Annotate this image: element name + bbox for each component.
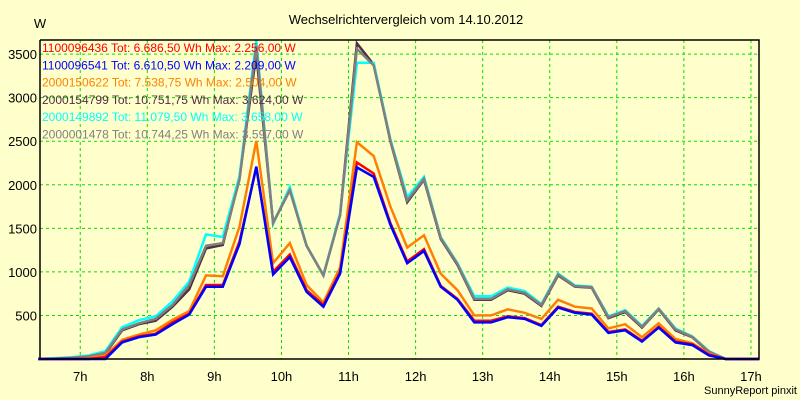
series-line-1100096541: [38, 165, 760, 361]
y-tick-label: 1500: [8, 221, 37, 236]
y-axis-label: W: [34, 16, 47, 31]
x-tick-label: 12h: [405, 369, 427, 384]
legend-entry-2000154799: 2000154799 Tot: 10.751,75 Wh Max: 3.624,…: [42, 93, 304, 107]
legend-entry-1100096541: 1100096541 Tot: 6.610,50 Wh Max: 2.209,0…: [42, 58, 296, 72]
series-line-2000154799: [38, 40, 760, 361]
x-tick-label: 11h: [338, 369, 359, 384]
series-lines: [38, 40, 760, 361]
y-tick-label: 500: [15, 308, 37, 323]
y-tick-label: 2000: [8, 178, 37, 193]
series-line-2000001478: [38, 45, 760, 361]
x-tick-label: 16h: [673, 369, 695, 384]
chart-title: Wechselrichtervergleich vom 14.10.2012: [289, 12, 524, 27]
legend: 1100096436 Tot: 6.686,50 Wh Max: 2.256,0…: [42, 41, 304, 142]
y-tick-label: 2500: [8, 134, 37, 149]
x-tick-label: 10h: [271, 369, 293, 384]
grid: [40, 40, 759, 359]
y-tick-label: 3500: [8, 47, 37, 62]
x-tick-label: 8h: [140, 369, 154, 384]
series-line-2000150622: [38, 139, 760, 361]
y-tick-label: 1000: [8, 265, 37, 280]
x-tick-label: 7h: [73, 369, 87, 384]
x-tick-label: 9h: [207, 369, 221, 384]
y-tick-label: 3000: [8, 91, 37, 106]
x-tick-label: 13h: [472, 369, 494, 384]
footer-credit: SunnyReport pinxit: [704, 385, 797, 397]
x-tick-label: 14h: [539, 369, 561, 384]
plot-frame: [39, 39, 760, 360]
legend-entry-2000150622: 2000150622 Tot: 7.538,75 Wh Max: 2.504,0…: [42, 76, 297, 90]
legend-entry-1100096436: 1100096436 Tot: 6.686,50 Wh Max: 2.256,0…: [42, 41, 296, 55]
axes: 500 1000 1500 2000 2500 3000 3500 7h 8h 9h 10h 11h 1…: [8, 39, 762, 384]
x-tick-label: 17h: [740, 369, 762, 384]
legend-entry-2000001478: 2000001478 Tot: 10.744,25 Wh Max: 3.597,…: [42, 128, 304, 142]
legend-entry-2000149892: 2000149892 Tot: 11.079,50 Wh Max: 3.658,…: [42, 110, 303, 124]
x-tick-label: 15h: [606, 369, 628, 384]
